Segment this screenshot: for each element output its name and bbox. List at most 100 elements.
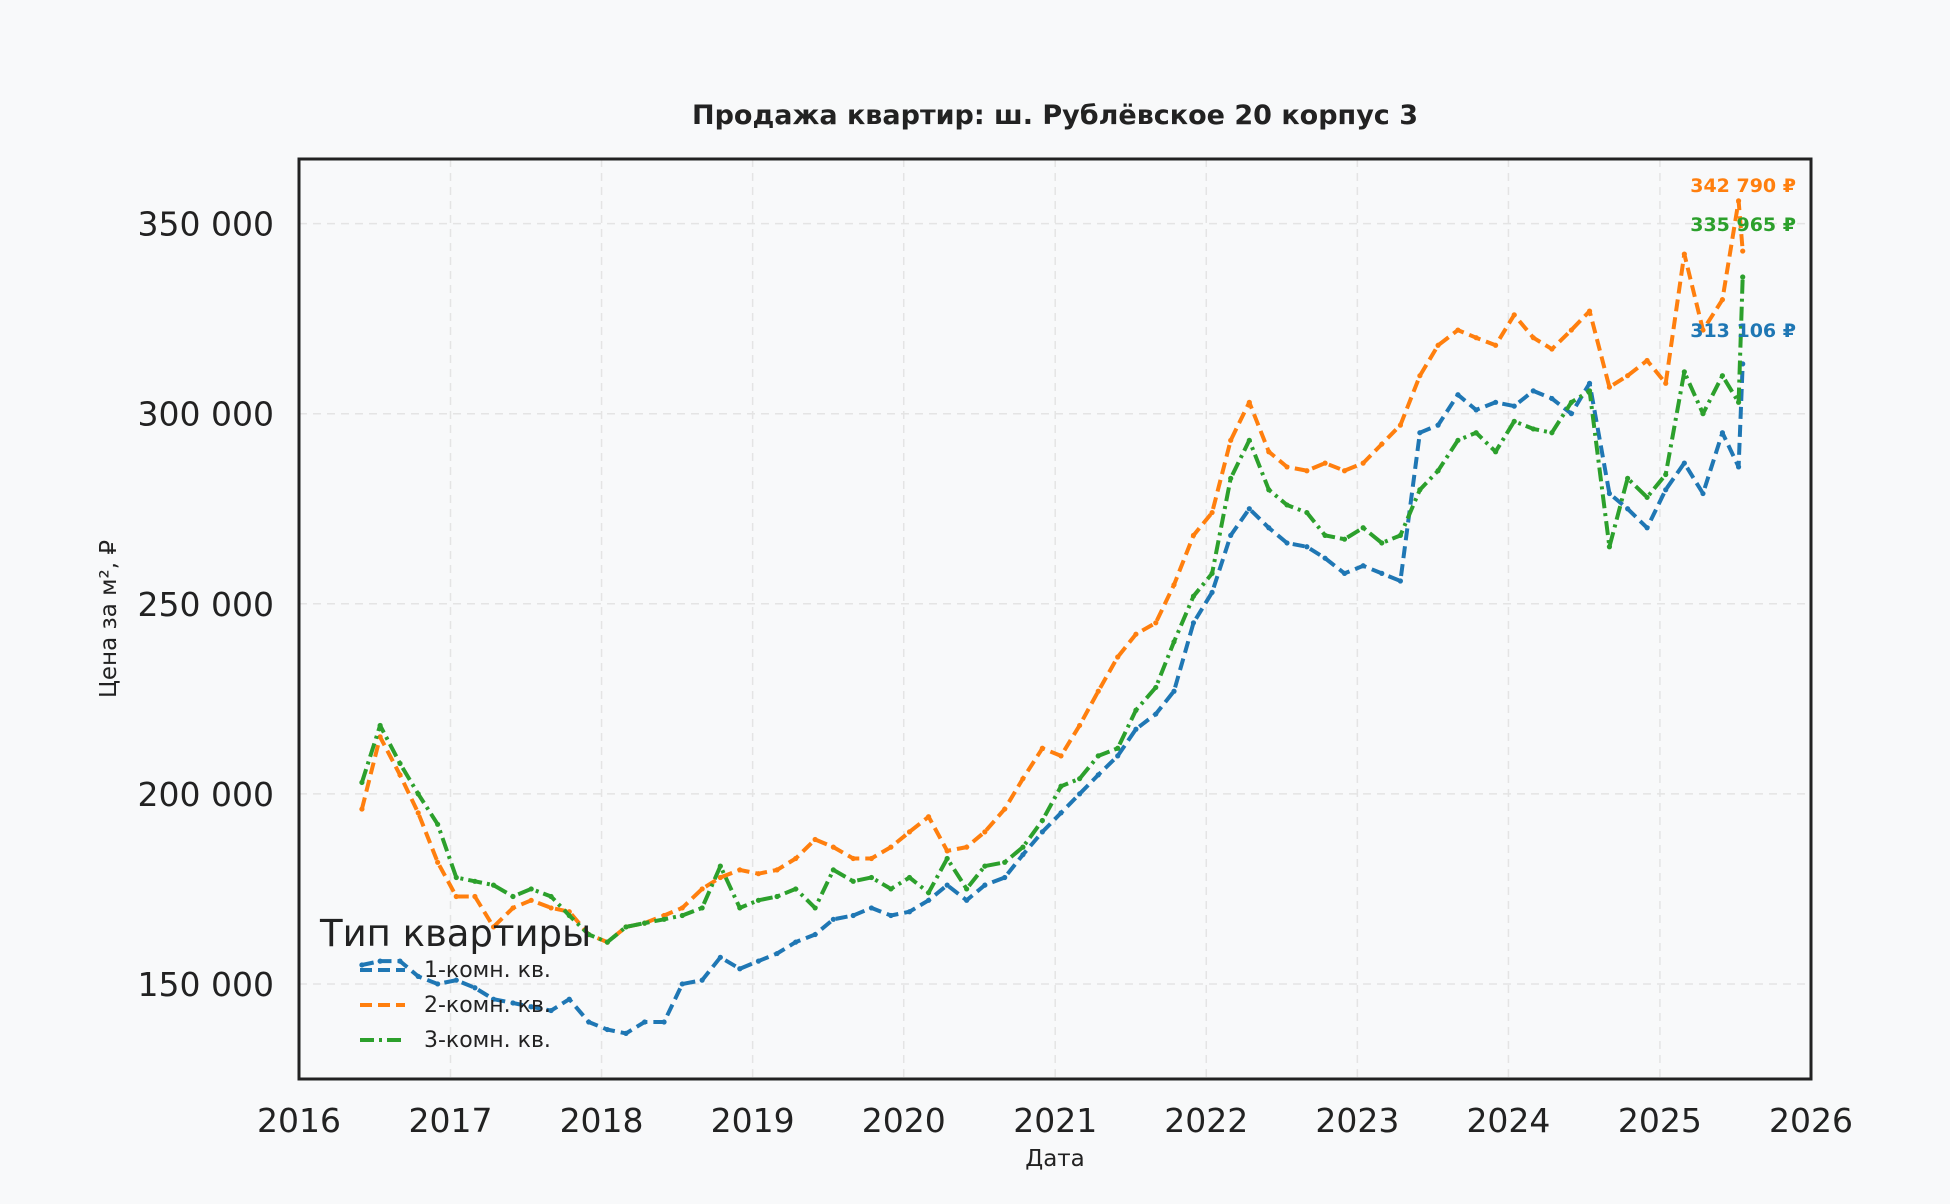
data-point: [1095, 688, 1101, 694]
data-point: [1039, 745, 1045, 751]
data-point: [1341, 536, 1348, 542]
data-point: [1644, 494, 1650, 500]
y-tick-label: 200 000: [138, 775, 274, 814]
data-point: [1020, 776, 1026, 782]
data-point: [774, 950, 780, 957]
data-point: [1511, 418, 1517, 424]
data-point: [566, 912, 572, 919]
data-point: [1719, 373, 1726, 379]
data-point: [377, 722, 383, 729]
data-point: [1304, 468, 1310, 474]
data-point: [1095, 753, 1101, 759]
data-point: [1455, 392, 1461, 398]
data-point: [906, 829, 913, 835]
data-point: [415, 791, 421, 797]
data-point: [1115, 745, 1121, 751]
data-point: [1568, 399, 1574, 405]
data-point: [1322, 532, 1328, 538]
data-point: [850, 855, 856, 862]
data-point: [830, 916, 836, 922]
data-point: [699, 977, 705, 983]
data-point: [1700, 411, 1706, 417]
x-tick-label: 2019: [711, 1101, 795, 1140]
data-point: [1681, 251, 1687, 257]
data-point: [1700, 327, 1706, 333]
data-point: [528, 886, 534, 892]
data-point: [1039, 829, 1045, 835]
data-point: [1190, 593, 1197, 599]
data-point: [661, 912, 667, 919]
data-point: [1435, 342, 1441, 348]
data-point: [1397, 422, 1404, 428]
data-point: [1228, 475, 1234, 481]
data-point: [717, 874, 723, 881]
data-point: [944, 855, 950, 862]
data-point: [868, 874, 875, 881]
series-line: [359, 198, 1745, 945]
data-point: [1735, 198, 1742, 204]
data-point: [1625, 506, 1631, 512]
data-point: [377, 734, 383, 740]
data-point: [1153, 620, 1159, 626]
data-point: [679, 905, 685, 911]
data-point: [1209, 509, 1215, 516]
data-point: [964, 844, 970, 850]
data-point: [1735, 464, 1742, 470]
legend: Тип квартиры 1-комн. кв. 2-комн. кв. 3-ком…: [319, 912, 591, 1053]
data-point: [1473, 335, 1479, 341]
data-point: [623, 924, 629, 930]
data-point: [1435, 468, 1441, 474]
data-point: [1266, 487, 1272, 493]
data-point: [1153, 711, 1159, 717]
data-point: [1115, 654, 1121, 660]
data-point: [1304, 509, 1310, 516]
data-point: [661, 916, 667, 922]
data-point: [868, 855, 875, 862]
data-point: [1133, 707, 1139, 713]
data-point: [1586, 388, 1593, 394]
x-tick-label: 2016: [257, 1101, 341, 1140]
data-point: [1606, 544, 1613, 550]
data-point: [830, 867, 836, 873]
data-point: [850, 912, 856, 919]
data-point: [1397, 578, 1404, 584]
data-point: [1625, 475, 1631, 481]
x-tick-label: 2018: [560, 1101, 644, 1140]
data-point: [1735, 399, 1742, 405]
data-point: [1435, 422, 1441, 428]
data-point: [1190, 532, 1197, 538]
legend-label: 1-комн. кв.: [424, 958, 551, 983]
data-point: [1740, 248, 1746, 254]
data-point: [377, 958, 383, 964]
data-point: [1002, 859, 1008, 865]
data-point: [755, 897, 762, 903]
data-point: [1549, 346, 1555, 352]
grid-lines: [298, 159, 1812, 1079]
chart-title: Продажа квартир: ш. Рублёвское 20 корпус…: [692, 100, 1418, 131]
data-point: [1530, 335, 1536, 341]
data-point: [415, 810, 421, 816]
series-line: [359, 276, 1745, 945]
data-point: [1077, 776, 1083, 782]
data-point: [1266, 525, 1272, 531]
x-tick-label: 2023: [1315, 1101, 1399, 1140]
data-point: [642, 1019, 648, 1025]
data-point: [415, 973, 421, 979]
data-point: [1568, 411, 1574, 417]
data-point: [1568, 327, 1574, 333]
data-point: [1322, 555, 1328, 561]
end-value-label: 335 965 ₽: [1690, 214, 1796, 236]
data-point: [566, 996, 572, 1002]
data-point: [774, 893, 780, 900]
x-axis: 2016 2017 2018 2019 2020 2021 2022 2023 2024 2025…: [257, 1101, 1853, 1140]
data-point: [1284, 464, 1290, 470]
data-point: [1455, 327, 1461, 333]
data-point: [1549, 430, 1555, 436]
data-point: [359, 806, 365, 812]
plot-area-frame: [297, 157, 1813, 1081]
data-point: [982, 829, 988, 835]
y-tick-label: 300 000: [138, 395, 274, 434]
data-point: [1133, 631, 1139, 637]
x-tick-label: 2022: [1164, 1101, 1248, 1140]
